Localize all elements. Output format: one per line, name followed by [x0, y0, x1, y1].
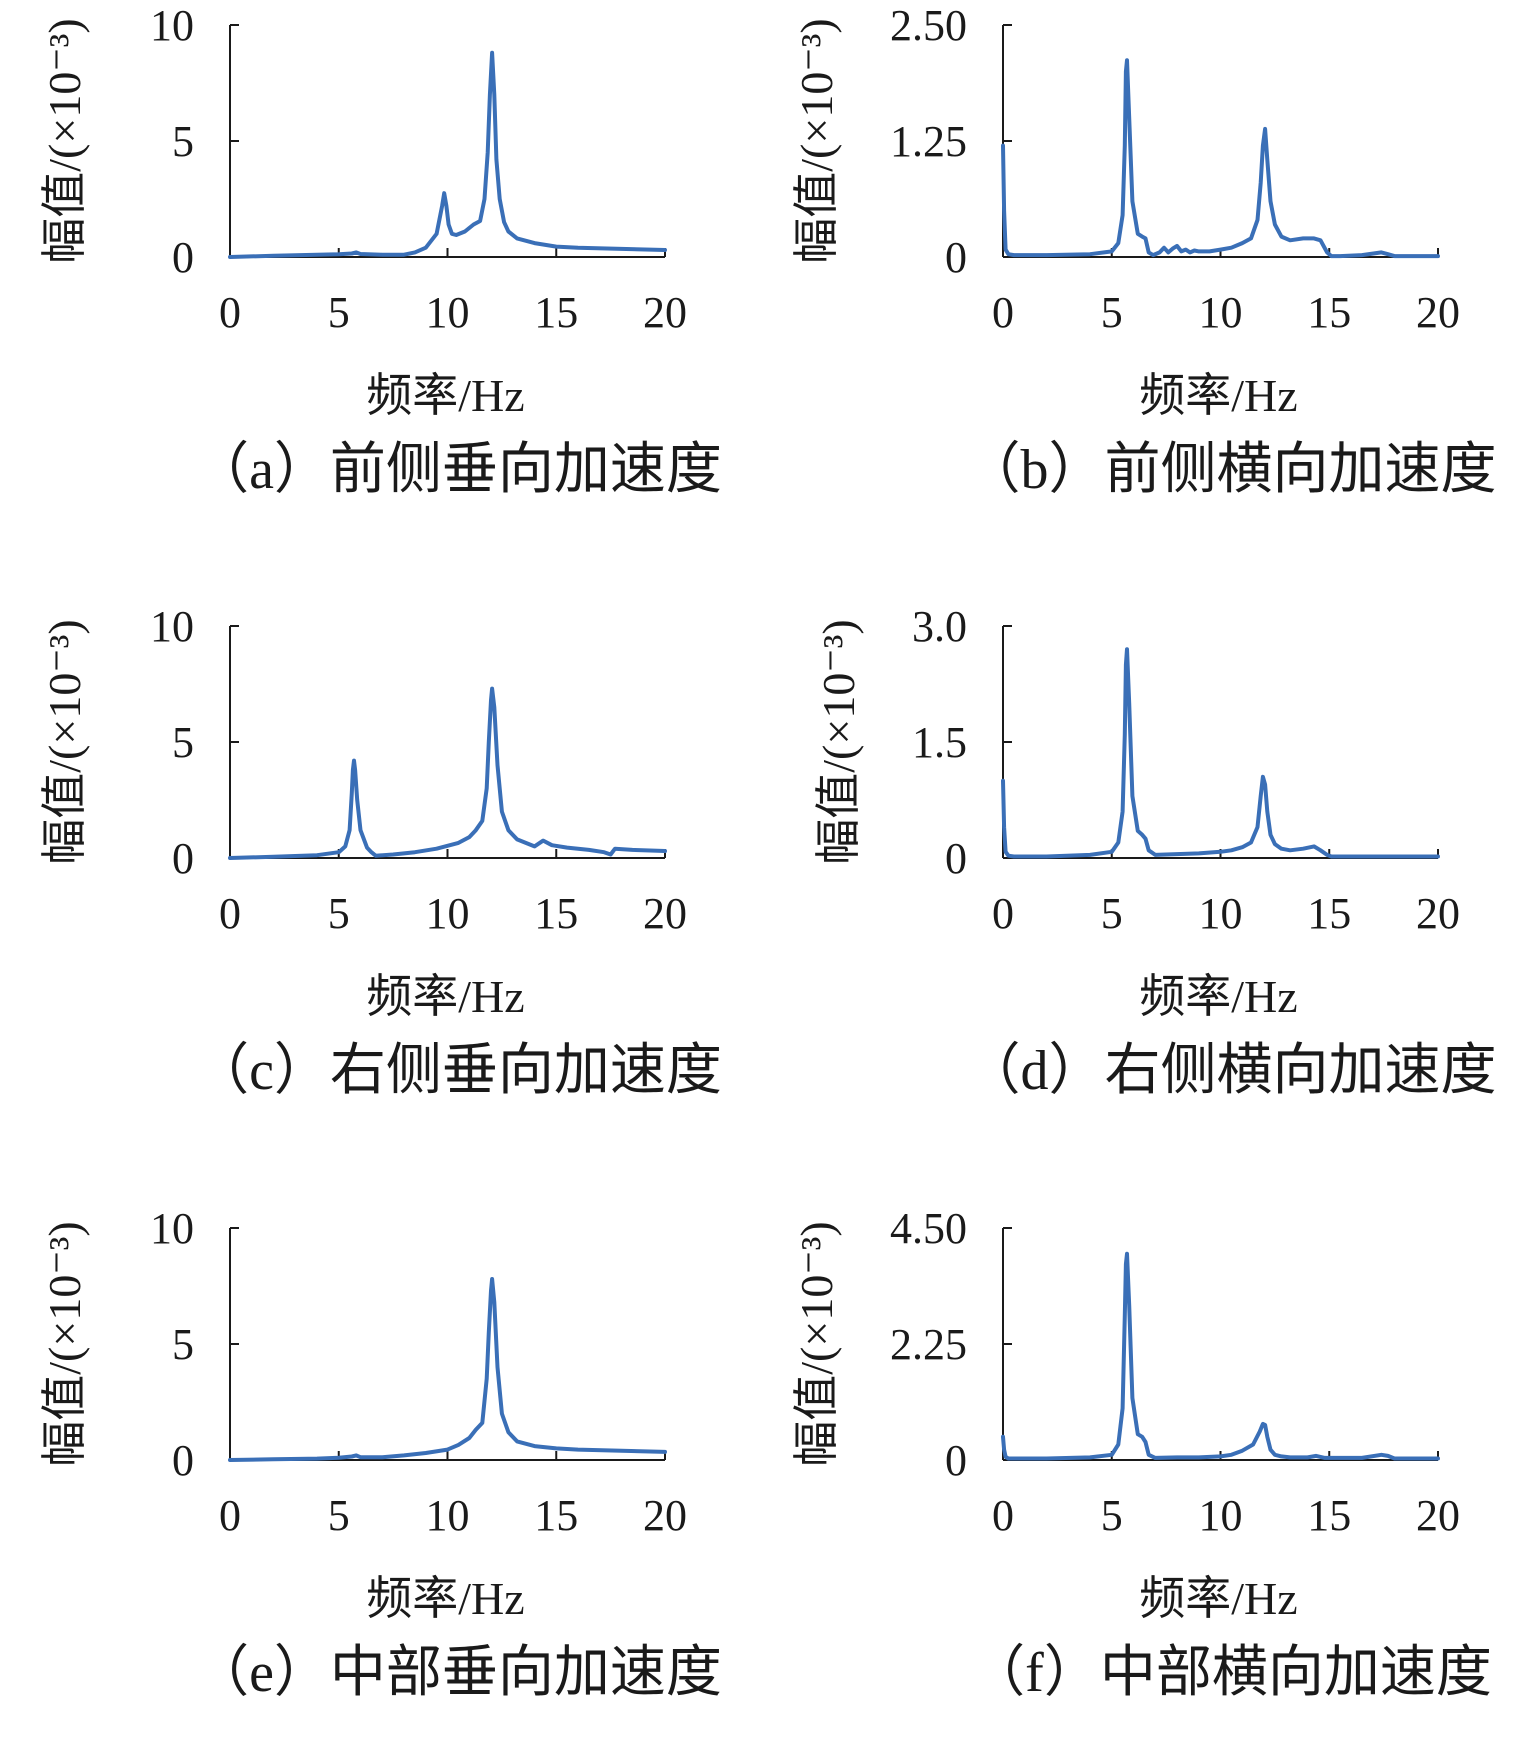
y-tick-label: 5	[172, 117, 194, 166]
chart-panel-f: 0 5 10 15 20 0 2.25 4.50 频率/Hz 幅值/(×10⁻³) （f）中部横向加…	[791, 1204, 1492, 1704]
y-tick-label: 10	[150, 1204, 194, 1253]
x-tick-label: 20	[643, 889, 687, 938]
x-tick-label: 15	[1307, 889, 1351, 938]
x-tick-label: 10	[426, 889, 470, 938]
series-line	[228, 50, 667, 259]
x-tick-label: 5	[1101, 288, 1123, 337]
x-tick-label: 20	[1416, 288, 1460, 337]
x-tick-label: 10	[1199, 288, 1243, 337]
x-tick-label: 20	[1416, 889, 1460, 938]
chart-panel-a: 0 5 10 15 20 0 5 10 频率/Hz 幅值/(×10⁻³) （a）前侧垂向加速度	[39, 1, 722, 501]
y-tick-label: 5	[172, 718, 194, 767]
y-axis-label: 幅值/(×10⁻³)	[39, 18, 90, 263]
x-tick-label: 10	[1199, 1491, 1243, 1540]
x-axis-label: 频率/Hz	[366, 971, 524, 1022]
x-tick-label: 0	[992, 1491, 1014, 1540]
panel-caption: （c）右侧垂向加速度	[193, 1040, 722, 1102]
y-axis-label: 幅值/(×10⁻³)	[791, 1221, 842, 1466]
x-tick-label: 5	[328, 889, 350, 938]
x-tick-label: 5	[328, 288, 350, 337]
x-axis-label: 频率/Hz	[366, 1573, 524, 1624]
x-tick-label: 15	[534, 288, 578, 337]
x-tick-label: 15	[534, 889, 578, 938]
x-tick-label: 10	[1199, 889, 1243, 938]
y-tick-label: 0	[172, 1436, 194, 1485]
x-tick-label: 20	[1416, 1491, 1460, 1540]
x-axis-label: 频率/Hz	[366, 370, 524, 421]
y-axis-label: 幅值/(×10⁻³)	[791, 18, 842, 263]
y-tick-label: 10	[150, 602, 194, 651]
x-tick-label: 20	[643, 288, 687, 337]
x-tick-label: 0	[992, 889, 1014, 938]
x-tick-label: 5	[1101, 889, 1123, 938]
y-tick-label: 0	[945, 834, 967, 883]
x-tick-label: 5	[1101, 1491, 1123, 1540]
y-tick-label: 3.0	[912, 602, 967, 651]
chart-panel-d: 0 5 10 15 20 0 1.5 3.0 频率/Hz 幅值/(×10⁻³) （d）右侧横向加速度	[813, 602, 1497, 1102]
x-tick-label: 20	[643, 1491, 687, 1540]
x-tick-label: 0	[219, 1491, 241, 1540]
series-line	[1001, 58, 1440, 259]
x-tick-label: 0	[219, 288, 241, 337]
series-line	[1001, 1251, 1440, 1461]
y-tick-label: 0	[172, 233, 194, 282]
y-tick-label: 10	[150, 1, 194, 50]
y-tick-label: 5	[172, 1320, 194, 1369]
x-tick-label: 0	[219, 889, 241, 938]
y-tick-label: 2.50	[890, 1, 967, 50]
y-tick-label: 1.5	[912, 718, 967, 767]
x-tick-label: 15	[534, 1491, 578, 1540]
x-axis-label: 频率/Hz	[1139, 1573, 1297, 1624]
y-axis-label: 幅值/(×10⁻³)	[39, 1221, 90, 1466]
y-tick-label: 0	[945, 1436, 967, 1485]
panel-caption: （d）右侧横向加速度	[965, 1040, 1497, 1102]
x-tick-label: 5	[328, 1491, 350, 1540]
panel-caption: （f）中部横向加速度	[969, 1642, 1492, 1704]
y-tick-label: 4.50	[890, 1204, 967, 1253]
panel-caption: （e）中部垂向加速度	[193, 1642, 722, 1704]
x-tick-label: 10	[426, 288, 470, 337]
y-axis-label: 幅值/(×10⁻³)	[39, 619, 90, 864]
x-axis-label: 频率/Hz	[1139, 971, 1297, 1022]
y-tick-label: 0	[945, 233, 967, 282]
chart-panel-c: 0 5 10 15 20 0 5 10 频率/Hz 幅值/(×10⁻³) （c）右侧垂向加速度	[39, 602, 722, 1102]
series-line	[228, 1277, 667, 1462]
x-axis-label: 频率/Hz	[1139, 370, 1297, 421]
panel-caption: （b）前侧横向加速度	[965, 439, 1497, 501]
x-tick-label: 15	[1307, 1491, 1351, 1540]
y-tick-label: 1.25	[890, 117, 967, 166]
chart-panel-b: 0 5 10 15 20 0 1.25 2.50 频率/Hz 幅值/(×10⁻³) （b）前侧横向加…	[791, 1, 1497, 501]
x-tick-label: 15	[1307, 288, 1351, 337]
series-line	[228, 686, 667, 860]
y-axis-label: 幅值/(×10⁻³)	[813, 619, 864, 864]
x-tick-label: 0	[992, 288, 1014, 337]
y-tick-label: 0	[172, 834, 194, 883]
panel-caption: （a）前侧垂向加速度	[193, 439, 722, 501]
series-line	[1001, 647, 1440, 859]
x-tick-label: 10	[426, 1491, 470, 1540]
chart-panel-e: 0 5 10 15 20 0 5 10 频率/Hz 幅值/(×10⁻³) （e）中部垂向加速度	[39, 1204, 722, 1704]
y-tick-label: 2.25	[890, 1320, 967, 1369]
